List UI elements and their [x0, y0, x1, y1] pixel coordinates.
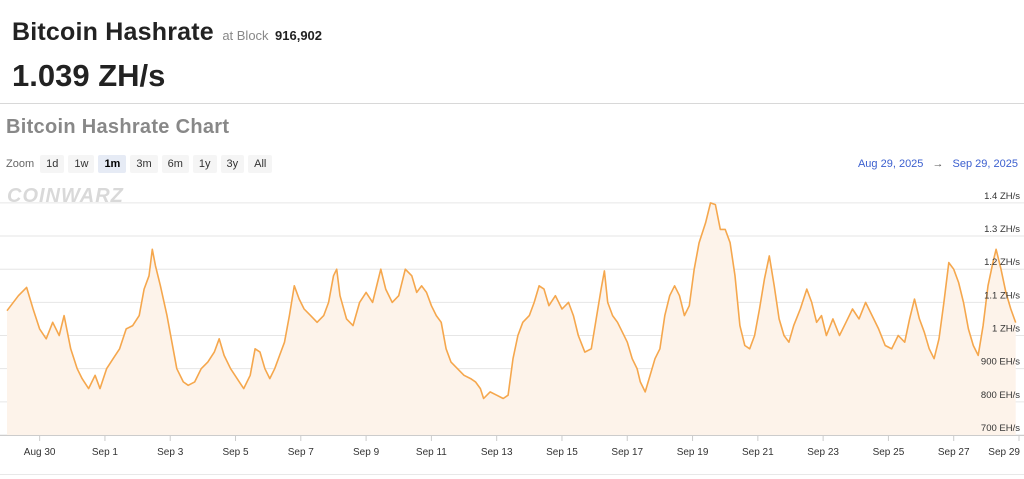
zoom-button-1y[interactable]: 1y: [192, 155, 217, 173]
x-tick-label: Sep 25: [873, 447, 905, 458]
zoom-button-6m[interactable]: 6m: [161, 155, 189, 173]
page-title: Bitcoin Hashrate: [12, 18, 214, 46]
zoom-button-3y[interactable]: 3y: [220, 155, 245, 173]
zoom-button-all[interactable]: All: [248, 155, 273, 173]
x-tick-label: Sep 23: [807, 447, 839, 458]
zoom-button-1w[interactable]: 1w: [68, 155, 95, 173]
x-tick-label: Sep 15: [546, 447, 578, 458]
x-tick-label: Sep 1: [92, 447, 119, 458]
x-tick-label: Sep 17: [611, 447, 643, 458]
x-tick-label: Sep 9: [353, 447, 380, 458]
x-tick-label: Sep 29: [988, 447, 1020, 458]
y-tick-label: 800 EH/s: [981, 390, 1020, 401]
x-tick-label: Sep 7: [288, 447, 315, 458]
x-tick-label: Sep 11: [416, 447, 447, 458]
x-tick-label: Sep 19: [677, 447, 709, 458]
y-tick-label: 1.1 ZH/s: [984, 290, 1020, 301]
zoom-button-1d[interactable]: 1d: [40, 155, 65, 173]
y-tick-label: 700 EH/s: [981, 423, 1020, 434]
y-tick-label: 1 ZH/s: [992, 324, 1020, 335]
y-axis-tick-labels: 700 EH/s 800 EH/s 900 EH/s 1 ZH/s 1.1 ZH/s 1.…: [981, 191, 1020, 434]
hashrate-series-line[interactable]: [6, 202, 1017, 400]
range-to-date[interactable]: Sep 29, 2025: [952, 158, 1018, 170]
block-prefix: at Block: [222, 28, 269, 43]
x-tick-label: Sep 3: [157, 447, 184, 458]
block-number: 916,902: [275, 28, 323, 43]
hashrate-area-fill: [7, 202, 1016, 435]
y-tick-label: 1.2 ZH/s: [984, 257, 1020, 268]
bottom-divider: [0, 474, 1024, 475]
zoom-button-3m[interactable]: 3m: [130, 155, 158, 173]
x-tick-label: Sep 21: [742, 447, 774, 458]
coinwarz-watermark-logo: COINWARZ: [7, 185, 124, 207]
current-hashrate-value: 1.039 ZH/s: [12, 58, 166, 93]
zoom-label: Zoom: [6, 158, 35, 170]
title-row: Bitcoin Hashrate at Block 916,902: [12, 18, 322, 47]
date-range-display: Aug 29, 2025 → Sep 29, 2025: [858, 158, 1018, 170]
y-tick-label: 900 EH/s: [981, 357, 1020, 368]
range-from-date[interactable]: Aug 29, 2025: [857, 158, 924, 170]
hashrate-chart[interactable]: 700 EH/s 800 EH/s 900 EH/s 1 ZH/s 1.1 ZH/s 1.…: [0, 180, 1024, 470]
x-tick-label: Sep 13: [481, 447, 513, 458]
y-tick-label: 1.3 ZH/s: [984, 224, 1020, 235]
zoom-bar: Zoom 1d 1w 1m 3m 6m 1y 3y All: [6, 155, 273, 173]
range-arrow-icon: →: [932, 158, 944, 170]
x-tick-label: Sep 5: [222, 447, 249, 458]
x-tick-label: Sep 27: [938, 447, 970, 458]
zoom-button-1m[interactable]: 1m: [98, 155, 127, 173]
x-axis-ticks: Aug 30 Sep 1 Sep 3 Sep 5 Sep 7 Sep 9 Sep 11 Sep…: [24, 435, 1020, 458]
chart-title: Bitcoin Hashrate Chart: [6, 116, 230, 138]
y-tick-label: 1.4 ZH/s: [984, 191, 1020, 202]
x-tick-label: Aug 30: [24, 447, 56, 458]
hashrate-header: Bitcoin Hashrate at Block 916,902 1.039 …: [0, 0, 1024, 104]
